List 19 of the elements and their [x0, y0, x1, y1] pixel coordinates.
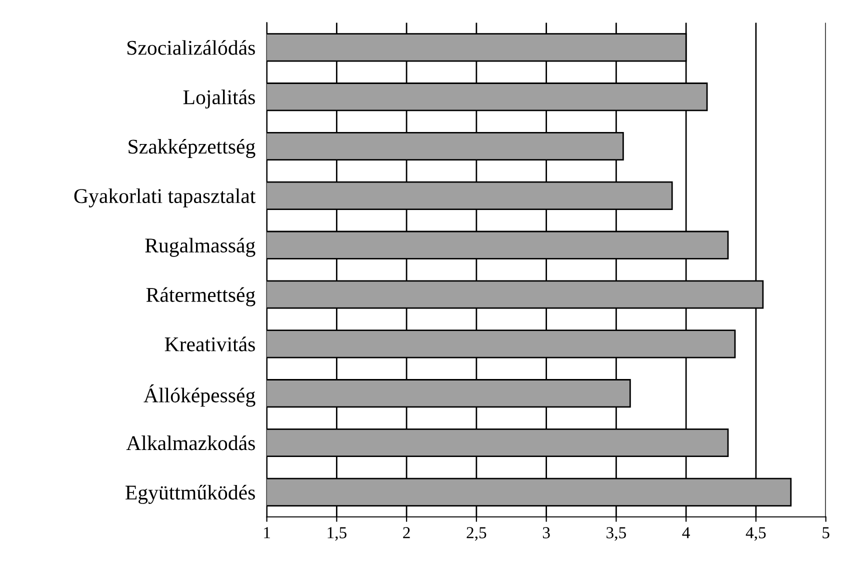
x-tick-label: 2 [403, 527, 410, 538]
x-tick-label: 4,5 [746, 527, 766, 541]
x-tick-label: 2,5 [466, 527, 486, 541]
y-tick-label: Alkalmazkodás [126, 436, 255, 450]
y-tick-label: Állóképesség [144, 384, 256, 407]
y-tick-label: Gyakorlati tapasztalat [74, 188, 256, 208]
y-tick-label: Rugalmasság [145, 238, 256, 257]
x-tick-label: 4 [682, 527, 690, 538]
y-tick-label: Rátermettség [146, 287, 256, 306]
y-tick-label: Szocializálódás [128, 40, 255, 55]
y-tick-label: Szakképzettség [128, 139, 256, 158]
y-tick-label: Kreativitás [164, 336, 255, 352]
x-tick-label: 1,5 [328, 527, 346, 541]
x-tick-label: 1 [264, 527, 270, 538]
x-tick-label: 5 [822, 527, 830, 538]
y-tick-label: Lojalitás [183, 90, 255, 109]
x-tick-label: 3,5 [606, 527, 626, 541]
x-tick-label: 3 [542, 527, 550, 538]
y-tick-label: Együttműködés [126, 484, 255, 504]
